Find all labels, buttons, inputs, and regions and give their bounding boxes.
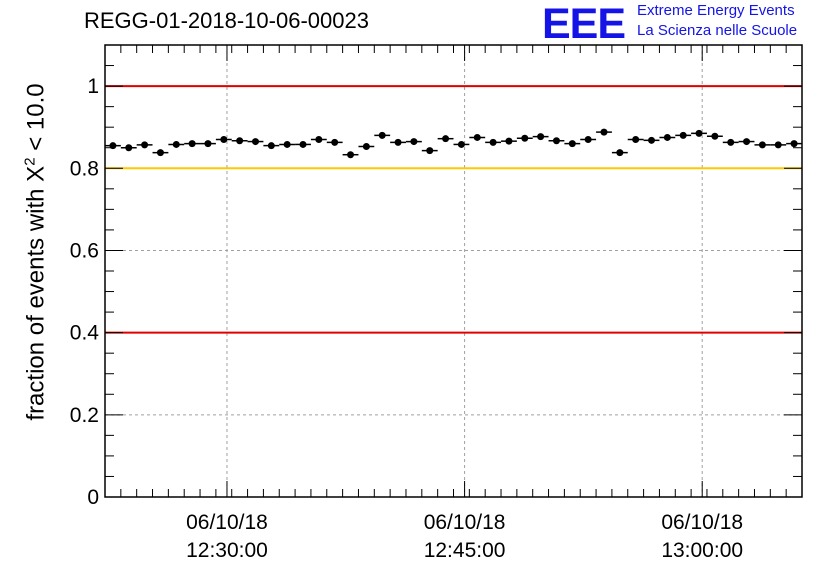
data-point — [552, 137, 560, 145]
data-point — [141, 141, 149, 149]
x-tick-date-label: 06/10/18 — [186, 511, 268, 534]
data-point — [109, 142, 117, 150]
y-tick-label: 1 — [87, 75, 99, 98]
data-point — [600, 128, 608, 136]
data-point — [521, 134, 529, 142]
data-point — [711, 132, 719, 140]
y-tick-label: 0 — [87, 486, 99, 509]
data-point — [679, 131, 687, 139]
logo-line-2: La Scienza nelle Scuole — [637, 22, 798, 39]
data-point — [172, 140, 180, 148]
data-point — [204, 140, 212, 148]
x-tick-date-label: 06/10/18 — [424, 511, 506, 534]
y-tick-label: 0.8 — [70, 157, 99, 180]
data-point — [220, 136, 228, 144]
plot-frame — [104, 44, 803, 498]
data-point — [283, 140, 291, 148]
data-point — [378, 131, 386, 139]
data-point — [568, 140, 576, 148]
data-point — [758, 141, 766, 149]
data-point — [473, 133, 481, 141]
y-tick-label: 0.2 — [70, 404, 99, 427]
data-point — [426, 147, 434, 155]
data-point — [299, 140, 307, 148]
data-point — [362, 142, 370, 150]
data-point — [584, 136, 592, 144]
x-tick-time-label: 12:30:00 — [186, 539, 268, 562]
data-point — [315, 136, 323, 144]
data-point — [394, 138, 402, 146]
data-point — [790, 140, 798, 148]
chart-title: REGG-01-2018-10-06-00023 — [84, 8, 369, 33]
data-point — [188, 140, 196, 148]
data-point — [267, 142, 275, 150]
data-point — [663, 133, 671, 141]
x-tick-time-label: 12:45:00 — [424, 539, 506, 562]
data-point — [774, 141, 782, 149]
data-point — [457, 140, 465, 148]
data-point — [648, 136, 656, 144]
data-point — [743, 138, 751, 146]
eee-logo: EEE — [542, 0, 626, 48]
data-point — [442, 135, 450, 143]
data-point — [695, 129, 703, 137]
data-point — [125, 144, 133, 152]
data-point — [236, 137, 244, 145]
y-tick-label: 0.6 — [70, 239, 99, 262]
data-point — [156, 149, 164, 157]
data-point — [489, 138, 497, 146]
data-point — [410, 138, 418, 146]
data-point — [505, 137, 513, 145]
data-point — [251, 138, 259, 146]
data-point — [727, 138, 735, 146]
data-point — [331, 138, 339, 146]
data-point — [632, 136, 640, 144]
logo-line-1: Extreme Energy Events — [637, 2, 795, 19]
x-tick-time-label: 13:00:00 — [661, 539, 743, 562]
data-point — [616, 149, 624, 157]
data-point — [537, 133, 545, 141]
data-point — [347, 151, 355, 159]
x-tick-date-label: 06/10/18 — [661, 511, 743, 534]
y-tick-label: 0.4 — [70, 322, 100, 345]
